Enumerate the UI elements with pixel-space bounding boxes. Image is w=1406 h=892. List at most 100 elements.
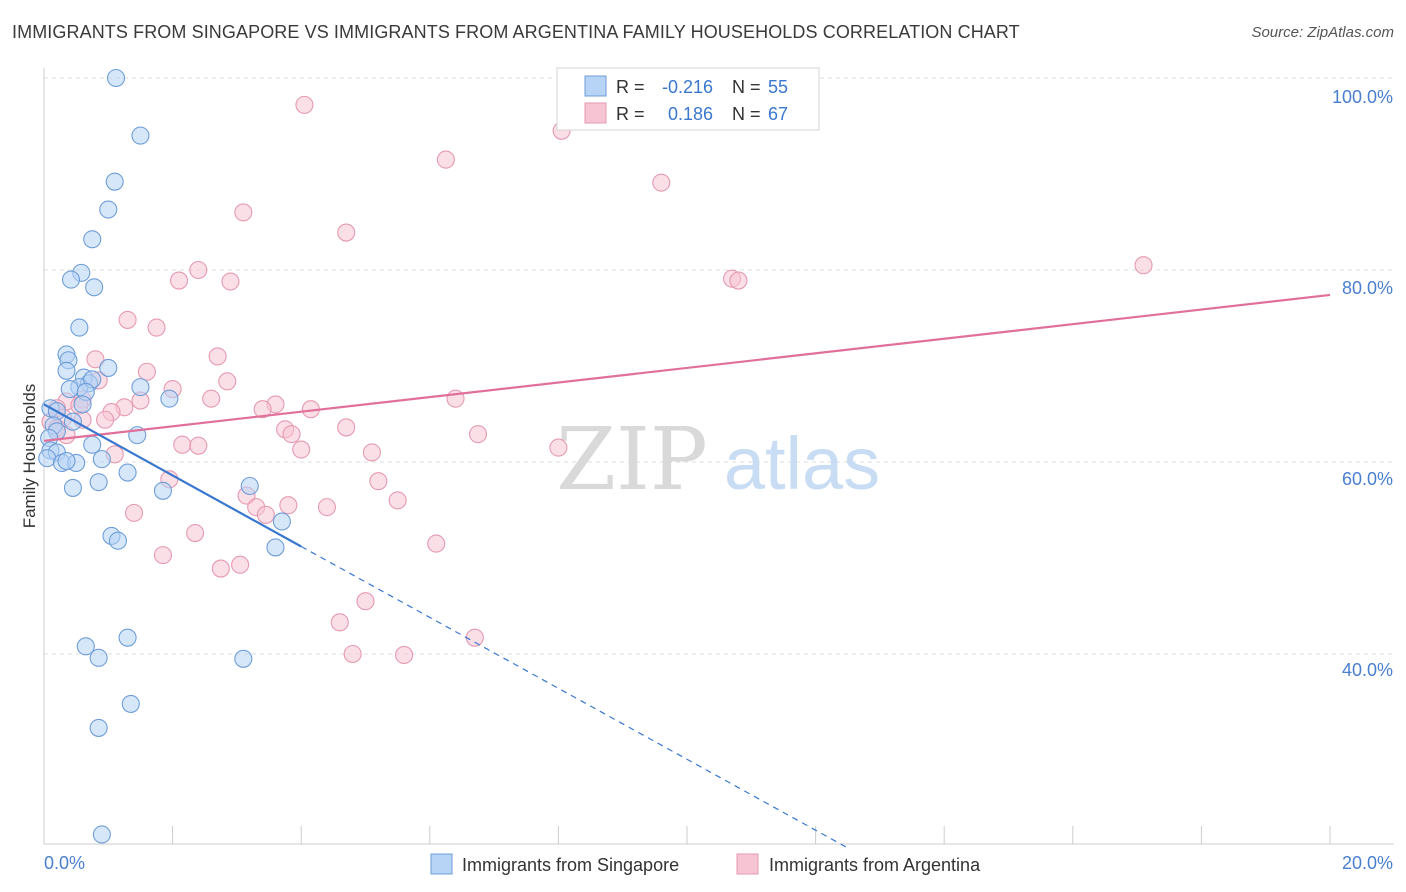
argentina-point (317, 498, 336, 517)
legend-n-label: N = (732, 104, 761, 124)
singapore-point (57, 451, 76, 471)
singapore-point (106, 68, 126, 88)
argentina-point (468, 425, 488, 444)
legend-r-label: R = (616, 77, 645, 97)
legend-swatch-argentina (584, 102, 607, 124)
argentina-point (652, 173, 671, 192)
argentina-point (279, 496, 298, 515)
y-tick-labels: 100.0% 80.0% 60.0% 40.0% (1332, 87, 1393, 680)
legend-n-value: 55 (768, 77, 788, 97)
singapore-point (85, 278, 104, 297)
singapore-point (108, 531, 127, 550)
argentina-point (186, 523, 205, 543)
series-legend: Immigrants from Singapore Immigrants fro… (430, 853, 981, 875)
legend-r-value: 0.186 (668, 104, 713, 124)
series-legend-swatch-singapore (430, 853, 453, 875)
singapore-point (60, 379, 79, 399)
argentina-point (231, 555, 250, 574)
argentina-point (549, 438, 568, 457)
argentina-point (729, 271, 748, 290)
argentina-point (218, 372, 237, 391)
series-legend-swatch-argentina (736, 853, 759, 875)
legend-n-value: 67 (768, 104, 788, 124)
singapore-point (89, 473, 108, 492)
singapore-point (234, 649, 253, 668)
correlation-legend: R = -0.216 N = 55 R = 0.186 N = 67 (556, 67, 820, 131)
argentina-point (202, 389, 221, 408)
singapore-point (131, 126, 150, 145)
singapore-point (63, 478, 82, 497)
argentina-point (436, 150, 455, 169)
argentina-point (147, 318, 166, 337)
singapore-point (160, 389, 179, 408)
singapore-point (92, 825, 111, 844)
singapore-point (76, 637, 95, 656)
argentina-point (362, 443, 381, 462)
watermark-atlas: atlas (724, 422, 880, 505)
y-tick-label: 40.0% (1342, 660, 1393, 680)
argentina-point (96, 410, 115, 429)
argentina-point (137, 362, 156, 381)
argentina-point (465, 628, 484, 647)
argentina-point (256, 505, 275, 524)
argentina-point (282, 425, 301, 444)
series-legend-label: Immigrants from Singapore (462, 855, 679, 875)
singapore-point (83, 230, 102, 249)
argentina-point (153, 546, 173, 565)
y-tick-label: 100.0% (1332, 87, 1393, 107)
singapore-point (57, 361, 76, 380)
series-legend-label: Immigrants from Argentina (769, 855, 981, 875)
argentina-point (295, 95, 314, 114)
argentina-point (124, 503, 144, 522)
argentina-point (189, 260, 208, 280)
singapore-point (118, 628, 137, 647)
singapore-point (118, 463, 137, 482)
chart-title: IMMIGRANTS FROM SINGAPORE VS IMMIGRANTS … (12, 22, 1020, 42)
singapore-point (131, 378, 150, 397)
argentina-point (118, 310, 137, 329)
singapore-point (240, 476, 259, 496)
argentina-point (211, 559, 230, 578)
singapore-point (266, 538, 285, 557)
singapore-point (105, 172, 124, 191)
source-credit: Source: ZipAtlas.com (1251, 24, 1394, 41)
singapore-point (92, 450, 111, 469)
argentina-trend-line (43, 293, 1331, 442)
argentina-point (173, 435, 192, 454)
argentina-point (292, 440, 311, 459)
argentina-point (253, 400, 272, 419)
y-tick-label: 80.0% (1342, 278, 1393, 298)
argentina-point (208, 347, 227, 366)
singapore-trend-extension (300, 545, 849, 849)
argentina-point (189, 436, 208, 455)
singapore-trend-line (43, 403, 302, 548)
singapore-point (153, 481, 173, 500)
trend-lines (43, 293, 1331, 849)
argentina-point (427, 534, 446, 553)
x-tick-label-min: 0.0% (44, 853, 85, 873)
argentina-points (41, 95, 1153, 665)
argentina-point (395, 645, 414, 665)
argentina-point (369, 472, 388, 491)
y-tick-label: 60.0% (1342, 469, 1393, 489)
singapore-points (38, 68, 291, 844)
legend-swatch-singapore (584, 75, 607, 97)
singapore-point (83, 435, 102, 454)
argentina-point (337, 223, 356, 242)
argentina-point (86, 350, 105, 369)
singapore-point (99, 358, 118, 377)
legend-r-value: -0.216 (662, 77, 713, 97)
singapore-point (63, 412, 82, 431)
argentina-point (337, 418, 356, 437)
argentina-point (330, 613, 349, 632)
argentina-point (169, 271, 189, 290)
singapore-point (61, 270, 81, 289)
singapore-point (73, 395, 92, 414)
argentina-point (343, 644, 362, 664)
y-axis-title: Family Households (20, 384, 39, 529)
watermark-zip: ZIP (556, 410, 708, 510)
legend-r-label: R = (616, 104, 645, 124)
argentina-point (388, 491, 407, 510)
argentina-point (221, 272, 240, 291)
